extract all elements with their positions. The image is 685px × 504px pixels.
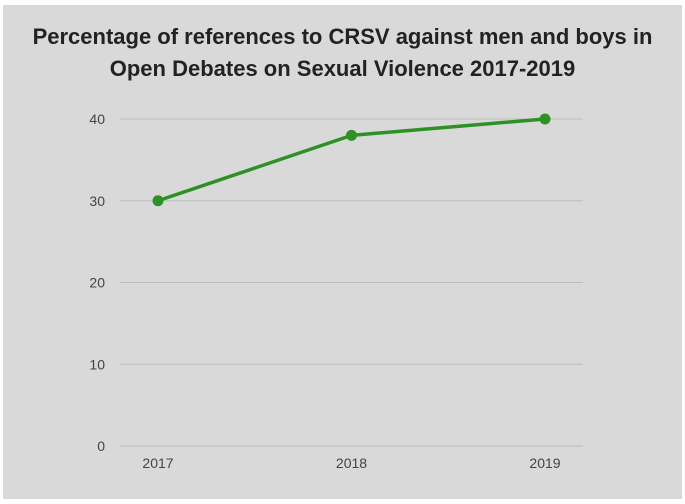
- chart-panel: Percentage of references to CRSV against…: [3, 5, 682, 499]
- y-tick-label: 30: [89, 193, 105, 209]
- data-point-2018: [346, 129, 357, 141]
- x-tick-label: 2017: [142, 455, 173, 471]
- series-group: [152, 113, 551, 207]
- x-axis-ticks: 2017 2018 2019: [142, 455, 560, 471]
- x-tick-label: 2018: [336, 455, 367, 471]
- chart-title-line-1: Percentage of references to CRSV against…: [32, 24, 653, 49]
- chart-title-line-2: Open Debates on Sexual Violence 2017-201…: [109, 56, 576, 81]
- y-tick-label: 10: [89, 356, 105, 372]
- gridlines: [120, 118, 583, 447]
- data-point-2019: [539, 113, 551, 125]
- y-axis-ticks: 0 10 20 30 40: [89, 111, 105, 454]
- x-tick-label: 2019: [529, 455, 560, 471]
- data-point-2017: [152, 195, 164, 207]
- line-chart: 0 10 20 30 40 2017 2018 2019: [89, 111, 583, 471]
- y-tick-label: 20: [89, 275, 105, 291]
- y-tick-label: 0: [97, 438, 105, 454]
- y-tick-label: 40: [89, 111, 105, 127]
- chart-title: Percentage of references to CRSV against…: [3, 21, 682, 85]
